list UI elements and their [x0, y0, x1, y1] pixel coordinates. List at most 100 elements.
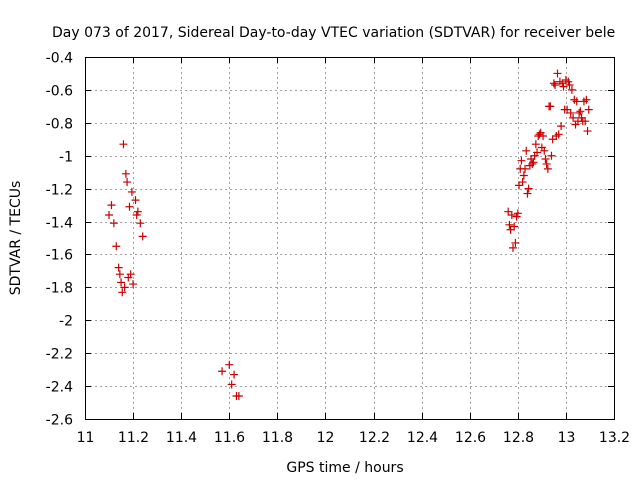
data-point [523, 189, 532, 198]
data-point [510, 222, 519, 231]
chart-title: Day 073 of 2017, Sidereal Day-to-day VTE… [52, 25, 615, 41]
data-point [528, 159, 537, 168]
data-point [515, 181, 524, 190]
data-point [513, 209, 522, 218]
data-point [121, 169, 130, 178]
data-point [115, 270, 124, 279]
data-point [504, 207, 513, 216]
data-point [225, 360, 234, 369]
plot-frame [85, 57, 615, 420]
data-point [583, 127, 592, 136]
x-tick-label: 11.2 [118, 430, 149, 446]
data-point [569, 113, 578, 122]
data-point [554, 130, 563, 139]
data-point [521, 164, 530, 173]
data-point [509, 243, 518, 252]
data-point [553, 69, 562, 78]
x-tick-label: 11.6 [214, 430, 245, 446]
data-point [512, 212, 521, 221]
data-point [559, 82, 568, 91]
data-point [564, 77, 573, 86]
y-tick-label: -2 [59, 314, 73, 330]
y-tick-label: -0.8 [46, 117, 73, 133]
axis-ticks [85, 57, 615, 420]
data-point [566, 108, 575, 117]
data-point [136, 219, 145, 228]
y-tick-label: -1.8 [46, 281, 73, 297]
data-point [511, 238, 520, 247]
y-tick-label: -2.6 [46, 413, 73, 429]
data-point [131, 196, 140, 205]
data-point [120, 283, 129, 292]
data-point [567, 85, 576, 94]
x-tick-labels: 11 11.2 11.4 11.6 11.8 12 12.2 12.4 12.6 12.8 13 13… [77, 430, 631, 446]
data-point [234, 391, 243, 400]
data-point [117, 278, 126, 287]
data-point [107, 201, 116, 210]
data-point [535, 130, 544, 139]
data-point [518, 178, 527, 187]
data-point [105, 210, 114, 219]
data-point [548, 135, 557, 144]
data-point [114, 263, 123, 272]
x-tick-label: 11.8 [262, 430, 293, 446]
data-point [543, 164, 552, 173]
x-tick-label: 13.2 [599, 430, 630, 446]
data-point [539, 131, 548, 140]
data-point [123, 178, 132, 187]
x-tick-label: 12.8 [503, 430, 534, 446]
y-tick-label: -2.4 [46, 380, 73, 396]
data-point [138, 232, 147, 241]
data-point [576, 107, 585, 116]
data-points [105, 69, 593, 400]
x-tick-label: 12.4 [407, 430, 438, 446]
data-point [572, 97, 581, 106]
x-tick-label: 13 [558, 430, 576, 446]
data-point [218, 367, 227, 376]
x-tick-label: 12.2 [359, 430, 390, 446]
data-point [505, 220, 514, 229]
y-tick-label: -1.4 [46, 216, 73, 232]
y-tick-label: -2.2 [46, 347, 73, 363]
data-point [506, 225, 515, 234]
data-point [133, 207, 142, 216]
x-axis-label: GPS time / hours [286, 460, 403, 476]
data-point [230, 370, 239, 379]
data-point [519, 171, 528, 180]
data-point [584, 105, 593, 114]
data-point [109, 219, 118, 228]
data-point [551, 80, 560, 89]
data-point [522, 146, 531, 155]
y-tick-label: -1.6 [46, 248, 73, 264]
data-point [542, 159, 551, 168]
data-point [547, 151, 556, 160]
y-axis-label: SDTVAR / TECUs [8, 181, 24, 296]
data-point [127, 187, 136, 196]
x-tick-label: 12.6 [455, 430, 486, 446]
data-point [517, 156, 526, 165]
data-point [563, 105, 572, 114]
y-tick-label: -0.4 [46, 51, 73, 67]
data-point [132, 210, 141, 219]
data-point [557, 122, 566, 131]
data-point [577, 113, 586, 122]
data-point [129, 280, 138, 289]
y-tick-label: -1.2 [46, 183, 73, 199]
y-tick-label: -0.6 [46, 84, 73, 100]
x-tick-label: 11.4 [166, 430, 197, 446]
y-tick-label: -1 [59, 150, 73, 166]
data-point [227, 380, 236, 389]
y-tick-labels: -0.4 -0.6 -0.8 -1 -1.2 -1.4 -1.6 -1.8 -2 -2.2 -2.4… [46, 51, 73, 429]
data-point [558, 79, 567, 88]
x-tick-label: 12 [317, 430, 335, 446]
data-point [565, 80, 574, 89]
data-point [575, 108, 584, 117]
data-point [118, 288, 127, 297]
data-point [126, 270, 135, 279]
data-point [549, 79, 558, 88]
data-point [546, 102, 555, 111]
data-point [112, 242, 121, 251]
x-tick-label: 11 [77, 430, 95, 446]
data-point [533, 148, 542, 157]
